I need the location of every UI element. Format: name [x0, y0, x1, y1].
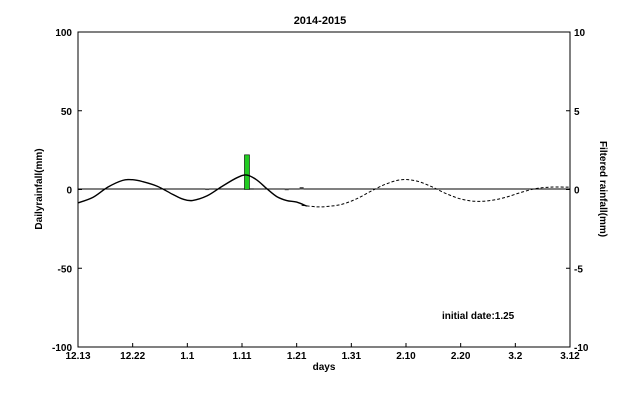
x-axis-label: days	[313, 362, 336, 373]
tick-group: 12.13 12.22 1.1 1.11 1.21 1.31 2.10 2.20 3.2 3.12…	[52, 28, 589, 362]
y-tick-label-left: -50	[58, 264, 73, 275]
y-tick-label-right: -5	[574, 264, 583, 275]
y-tick-label-left: 50	[61, 107, 73, 118]
filtered-rainfall-forecast-line	[301, 179, 571, 208]
chart-title: 2014-2015	[294, 15, 347, 27]
bar-group	[205, 154, 304, 191]
y-tick-label-right: 10	[574, 28, 586, 39]
line-group	[77, 174, 571, 208]
x-tick-label: 1.21	[287, 351, 307, 362]
rainfall-bar	[249, 188, 254, 190]
y-tick-label-left: -100	[52, 343, 72, 354]
y-tick-label-right: 0	[574, 186, 580, 197]
rainfall-bar	[299, 187, 304, 190]
x-tick-label: 1.31	[342, 351, 362, 362]
filtered-rainfall-line	[77, 174, 307, 207]
y-axis-label-left: Dailyrainfall(mm)	[34, 148, 45, 229]
x-tick-label: 12.13	[65, 351, 90, 362]
y-tick-label-right: 5	[574, 107, 580, 118]
x-tick-label: 3.2	[508, 351, 522, 362]
x-tick-label: 12.22	[120, 351, 145, 362]
x-tick-label: 1.1	[180, 351, 194, 362]
x-tick-label: 2.10	[396, 351, 416, 362]
y-tick-label-left: 100	[55, 28, 72, 39]
x-tick-label: 3.12	[560, 351, 580, 362]
rainfall-bar-highlight	[244, 154, 250, 190]
rainfall-bar	[205, 188, 210, 191]
y-tick-label-right: -10	[574, 343, 589, 354]
y-axis-label-right: Filtered rainfall(mm)	[597, 141, 608, 237]
rainfall-bar	[284, 188, 289, 191]
x-tick-label: 2.20	[451, 351, 471, 362]
initial-date-annotation: initial date:1.25	[442, 311, 515, 322]
y-tick-label-left: 0	[66, 186, 72, 197]
x-tick-label: 1.11	[233, 351, 252, 362]
